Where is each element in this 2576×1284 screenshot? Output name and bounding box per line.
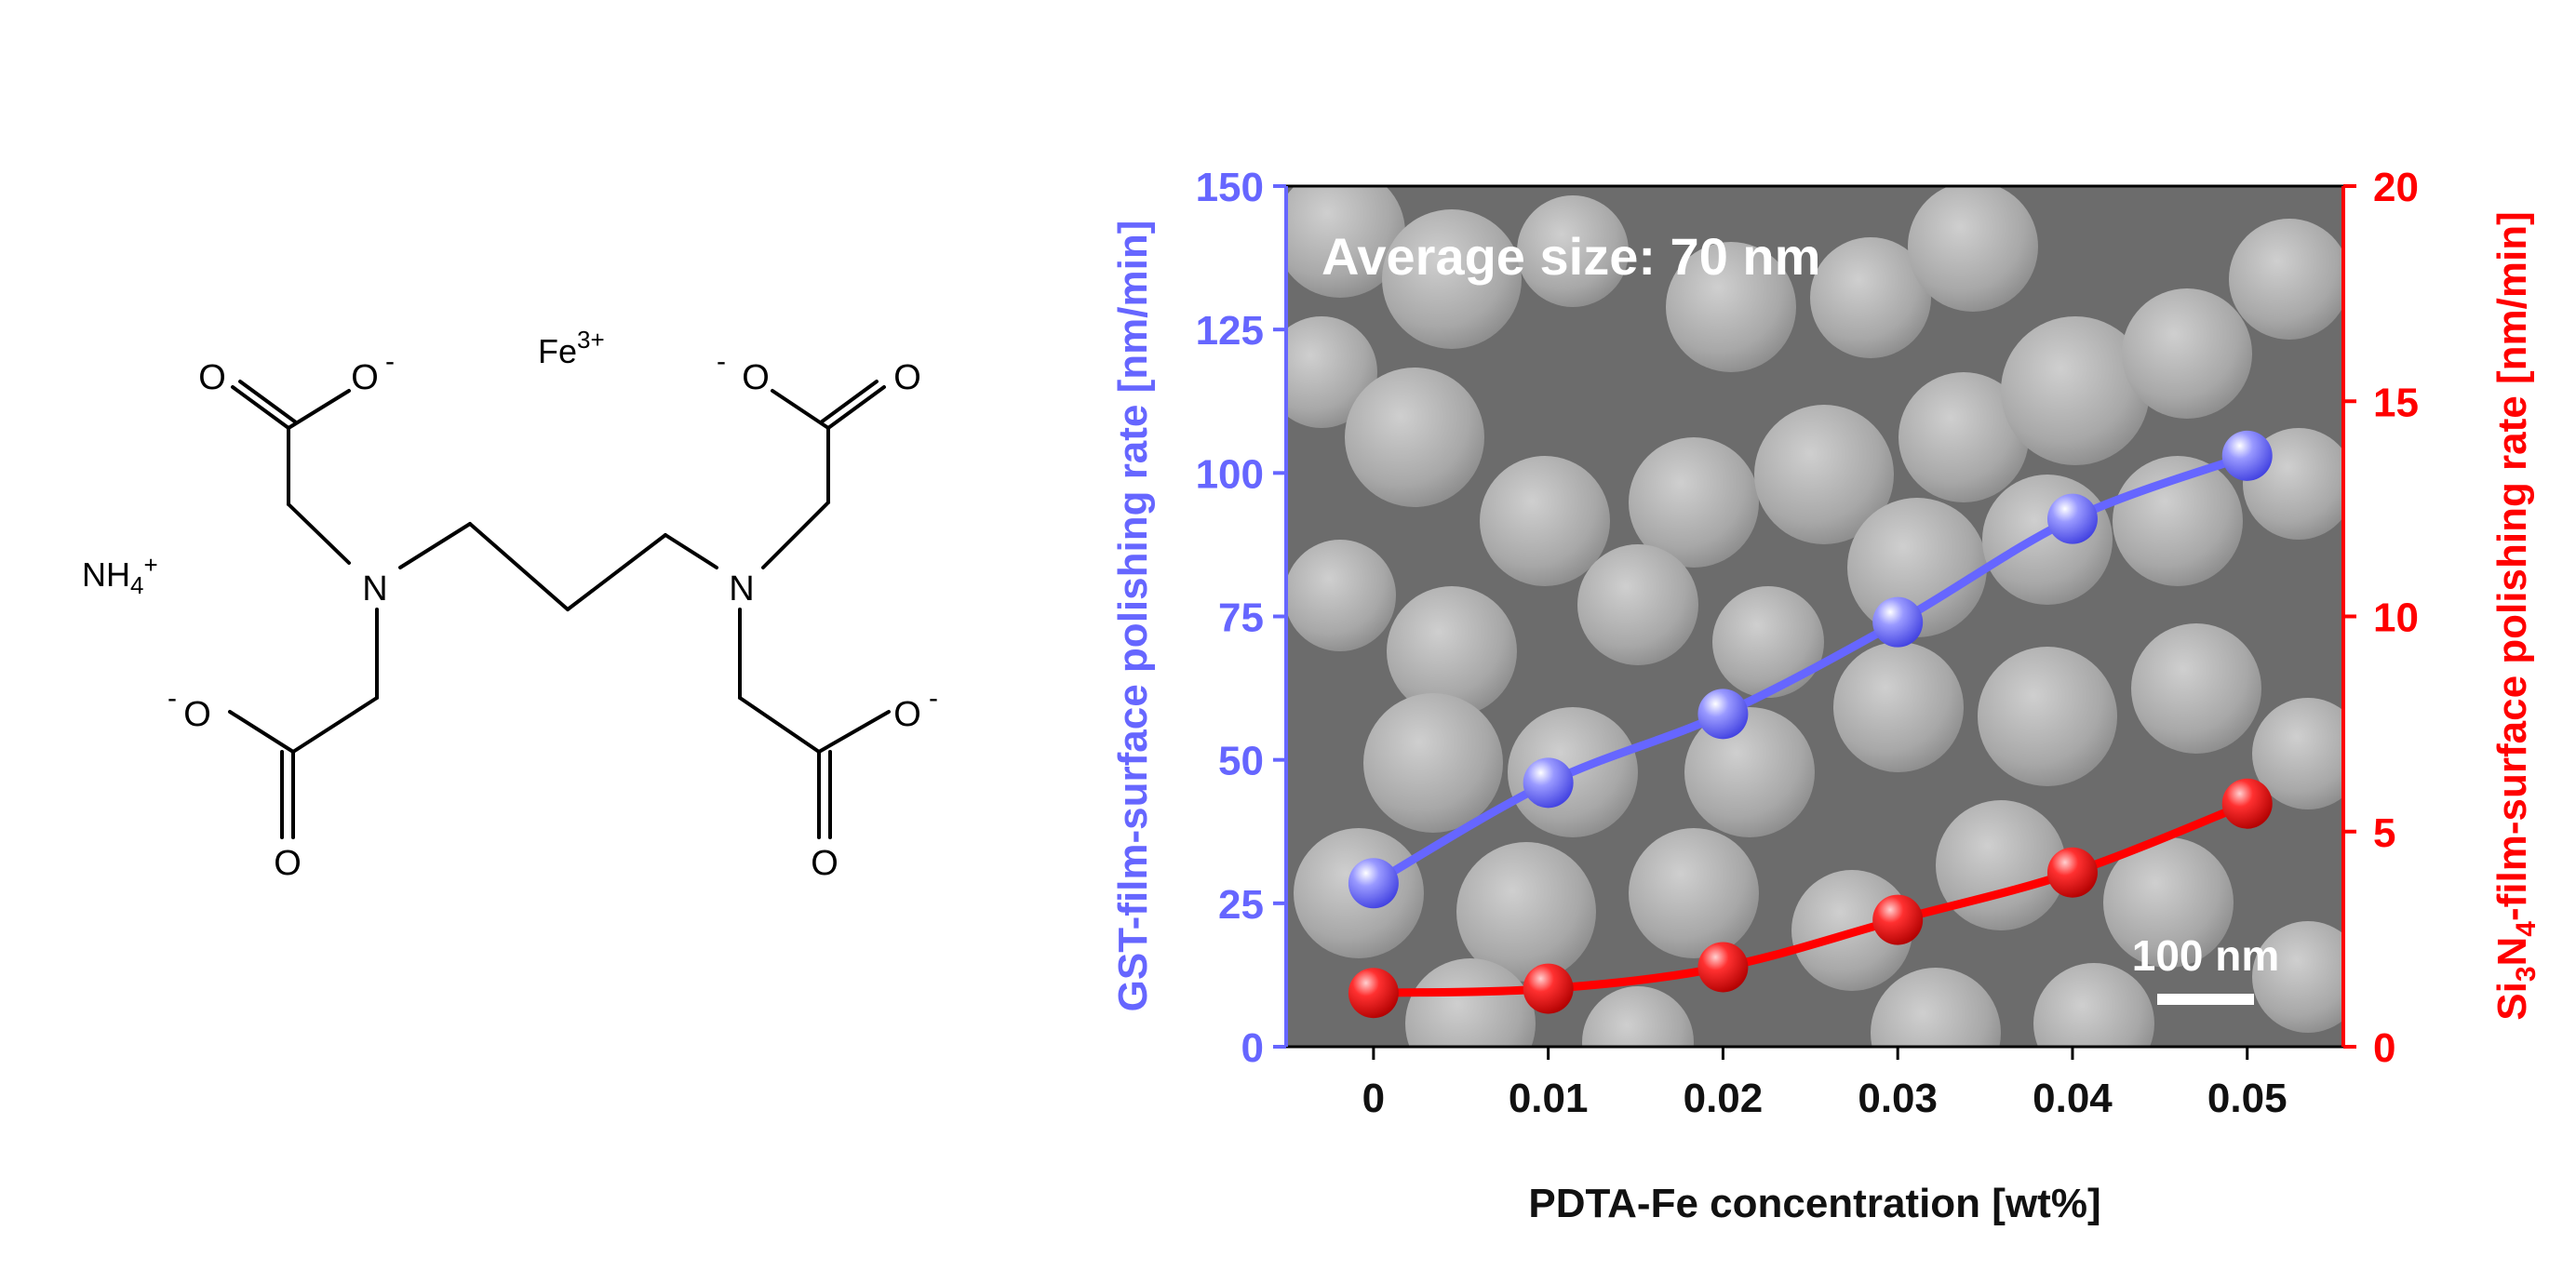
sem-particle <box>2252 698 2343 809</box>
sem-particle <box>1978 647 2117 786</box>
sem-particle <box>1363 693 1503 833</box>
si3n4-data-point <box>1872 894 1924 945</box>
x-tick-label: 0.04 <box>2033 1076 2113 1121</box>
average-size-annotation: Average size: 70 nm <box>1322 227 1820 286</box>
sem-particle <box>1936 800 2066 930</box>
sem-particle <box>1810 237 1931 358</box>
x-tick-label: 0.05 <box>2207 1076 2288 1121</box>
sem-particle <box>1517 195 1629 307</box>
scale-bar <box>2157 994 2254 1005</box>
x-tick-label: 0.02 <box>1684 1076 1764 1121</box>
sem-particle <box>1286 540 1396 651</box>
sem-particle <box>2122 288 2252 419</box>
sem-particle <box>1871 968 2001 1047</box>
sem-particle <box>2252 921 2343 1033</box>
oxygen-tl-double-label: O <box>198 358 226 397</box>
sem-particle <box>1345 368 1484 507</box>
left-tick-label: 150 <box>1196 165 1264 210</box>
x-axis-title: PDTA-Fe concentration [wt%] <box>1528 1181 2100 1226</box>
gst-data-point <box>1523 757 1574 809</box>
charge-tr: - <box>717 346 726 377</box>
x-tick-label: 0.01 <box>1509 1076 1589 1121</box>
sem-particle <box>1684 707 1815 837</box>
x-tick-label: 0.03 <box>1858 1076 1938 1121</box>
right-tick-label: 20 <box>2373 165 2419 210</box>
oxygen-bl-double-label: O <box>274 844 302 883</box>
sem-particle <box>1382 209 1522 349</box>
sem-particle <box>1908 186 2038 312</box>
sem-particle <box>1833 642 1964 772</box>
x-axis-ticks: 0 0.01 0.02 0.03 0.04 0.05 <box>1362 1047 2288 1121</box>
sem-particle <box>1405 958 1536 1047</box>
right-tick-label: 15 <box>2373 380 2419 425</box>
oxygen-bl-anion-label: O <box>183 695 211 734</box>
oxygen-tl-anion-label: O <box>351 358 379 397</box>
sem-particle <box>1582 986 1694 1047</box>
x-tick-label: 0 <box>1362 1076 1385 1121</box>
sem-particle <box>1456 842 1596 982</box>
sem-particle <box>2033 963 2154 1047</box>
left-axis-ticks: 0 25 50 75 100 125 150 <box>1196 165 1286 1071</box>
right-tick-label: 0 <box>2373 1025 2395 1071</box>
si3n4-data-point <box>2046 847 2098 898</box>
charge-tl: - <box>385 346 395 377</box>
sem-particle <box>1712 586 1824 698</box>
gst-data-point <box>1872 596 1924 648</box>
left-tick-label: 75 <box>1218 595 1264 641</box>
sem-particle <box>1480 456 1610 586</box>
sem-particle <box>1629 828 1759 958</box>
pdta-fe-structure <box>228 380 891 839</box>
sem-particle <box>2103 837 2234 968</box>
series-layer <box>1348 430 2273 1019</box>
si3n4-data-point <box>2221 778 2273 829</box>
si3n4-data-point <box>1697 942 1749 993</box>
scale-bar-label: 100 nm <box>2132 931 2280 980</box>
sem-particle <box>1387 586 1517 716</box>
right-tick-label: 10 <box>2373 595 2419 641</box>
gst-data-point <box>2221 430 2273 481</box>
oxygen-br-anion-label: O <box>893 695 921 734</box>
charge-bl: - <box>168 683 177 714</box>
ammonium-label: NH4+ <box>82 551 158 599</box>
sem-particle <box>1286 316 1377 428</box>
gst-data-point <box>2046 493 2098 544</box>
si3n4-data-point <box>1523 963 1574 1014</box>
left-tick-label: 0 <box>1241 1025 1264 1071</box>
left-tick-label: 25 <box>1218 882 1264 928</box>
oxygen-tr-double-label: O <box>893 358 921 397</box>
oxygen-tr-anion-label: O <box>742 358 770 397</box>
sem-background <box>1286 186 2343 1047</box>
right-axis-ticks: 0 5 10 15 20 <box>2343 165 2419 1071</box>
si3n4-data-point <box>1348 968 1399 1019</box>
left-tick-label: 125 <box>1196 308 1264 354</box>
gst-data-point <box>1697 689 1749 740</box>
iron-ion-label: Fe3+ <box>538 326 605 370</box>
left-tick-label: 100 <box>1196 451 1264 497</box>
sem-particle <box>1629 437 1759 568</box>
left-tick-label: 50 <box>1218 739 1264 784</box>
sem-particle <box>1754 405 1894 544</box>
sem-particle <box>2001 316 2150 465</box>
nitrogen-right-label: N <box>729 569 754 609</box>
sem-particle <box>2131 623 2261 754</box>
sem-particle <box>1286 186 1405 298</box>
charge-br: - <box>929 683 938 714</box>
sem-particle <box>1982 475 2113 605</box>
sem-particle <box>1577 544 1698 665</box>
nitrogen-left-label: N <box>362 569 387 609</box>
oxygen-br-double-label: O <box>811 844 839 883</box>
gst-data-point <box>1348 858 1399 909</box>
sem-particle <box>2229 219 2343 340</box>
right-axis-title: Si3N4-film-surface polishing rate [nm/mi… <box>2489 211 2542 1020</box>
sem-particle <box>1666 242 1796 372</box>
sem-particle <box>1898 372 2029 502</box>
left-axis-title: GST-film-surface polishing rate [nm/min] <box>1110 221 1156 1012</box>
right-tick-label: 5 <box>2373 810 2395 856</box>
